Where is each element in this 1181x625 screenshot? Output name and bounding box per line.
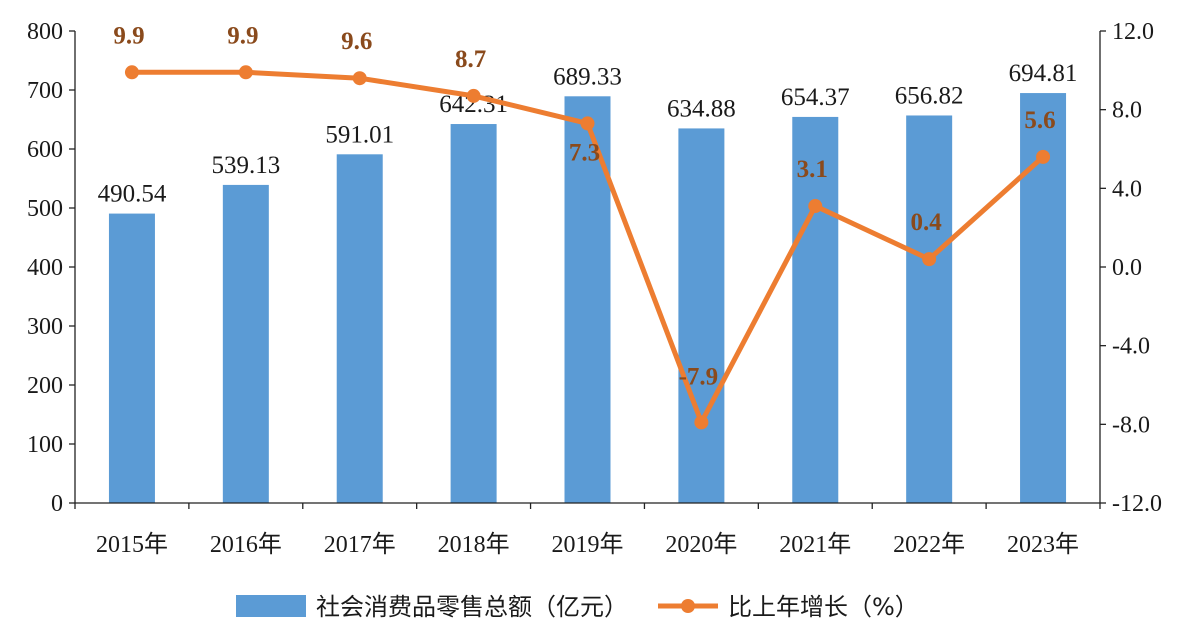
y-right-tick-label: -8.0 <box>1112 412 1150 438</box>
bar-value-label: 689.33 <box>553 63 622 90</box>
growth-point <box>922 252 937 267</box>
legend-bar-label: 社会消费品零售总额（亿元） <box>316 593 628 621</box>
y-left-tick-label: 300 <box>27 314 63 340</box>
growth-labels-layer: 9.9 9.9 9.6 8.7 7.3 -7.9 3.1 0.4 5.6 <box>113 22 1055 390</box>
growth-point <box>352 71 367 86</box>
line-layer <box>124 65 1051 430</box>
growth-value-label: 9.9 <box>113 22 144 49</box>
y-left-tick-label: 700 <box>27 78 63 104</box>
bar <box>336 154 383 504</box>
y-left-tick-label: 400 <box>27 255 63 281</box>
y-left-tick-label: 200 <box>27 373 63 399</box>
bar <box>906 115 953 503</box>
bar <box>678 128 725 503</box>
bar-value-label: 539.13 <box>211 152 280 179</box>
bar <box>792 116 839 504</box>
bar <box>108 213 155 503</box>
x-tick-label: 2015年 <box>96 531 168 558</box>
y-right-tick-label: -12.0 <box>1112 491 1162 517</box>
x-tick-label: 2021年 <box>779 531 851 558</box>
x-tick-label: 2020年 <box>665 531 737 558</box>
bar-value-label: 654.37 <box>781 84 850 111</box>
growth-value-label: 5.6 <box>1024 107 1055 134</box>
growth-value-label: 9.6 <box>341 28 372 55</box>
growth-value-label: -7.9 <box>679 363 719 390</box>
x-tick-label: 2016年 <box>210 531 282 558</box>
growth-value-label: 0.4 <box>911 209 943 236</box>
growth-point <box>580 116 595 131</box>
x-tick-label: 2023年 <box>1007 531 1079 558</box>
x-tick-label: 2018年 <box>438 531 510 558</box>
x-tick-label: 2022年 <box>893 531 965 558</box>
ticks-layer: 0 100 200 300 400 500 600 700 800 -12.0 -8.0 -4.0 0.… <box>27 19 1162 558</box>
y-left-tick-label: 100 <box>27 432 63 458</box>
growth-point <box>694 415 709 430</box>
growth-value-label: 8.7 <box>455 46 486 73</box>
bars-layer <box>108 93 1067 504</box>
y-right-tick-label: 12.0 <box>1112 19 1154 45</box>
bar-value-label: 591.01 <box>325 121 394 148</box>
y-left-tick-label: 500 <box>27 196 63 222</box>
growth-point <box>1036 149 1051 164</box>
growth-point <box>124 65 139 80</box>
legend-line-marker <box>681 599 695 613</box>
y-left-tick-label: 800 <box>27 19 63 45</box>
y-right-tick-label: 0.0 <box>1112 255 1142 281</box>
x-tick-label: 2017年 <box>324 531 396 558</box>
y-left-tick-label: 0 <box>51 491 63 517</box>
legend: 社会消费品零售总额（亿元） 比上年增长（%） <box>236 593 919 621</box>
growth-point <box>808 199 823 214</box>
growth-value-label: 3.1 <box>797 156 828 183</box>
bar-value-label: 634.88 <box>667 95 736 122</box>
y-right-tick-label: -4.0 <box>1112 334 1150 360</box>
bar <box>222 184 269 503</box>
y-right-tick-label: 8.0 <box>1112 98 1142 124</box>
growth-point <box>238 65 253 80</box>
growth-value-label: 7.3 <box>569 139 600 166</box>
growth-point <box>466 88 481 103</box>
legend-line-label: 比上年增长（%） <box>728 593 919 621</box>
legend-bar-swatch <box>236 595 306 617</box>
growth-value-label: 9.9 <box>227 22 258 49</box>
bar-value-label: 490.54 <box>98 181 167 208</box>
bar-value-label: 656.82 <box>895 82 964 109</box>
y-left-tick-label: 600 <box>27 137 63 163</box>
bar <box>450 124 497 503</box>
x-tick-label: 2019年 <box>552 531 624 558</box>
bar-value-label: 694.81 <box>1009 60 1078 87</box>
y-right-tick-label: 4.0 <box>1112 176 1142 202</box>
